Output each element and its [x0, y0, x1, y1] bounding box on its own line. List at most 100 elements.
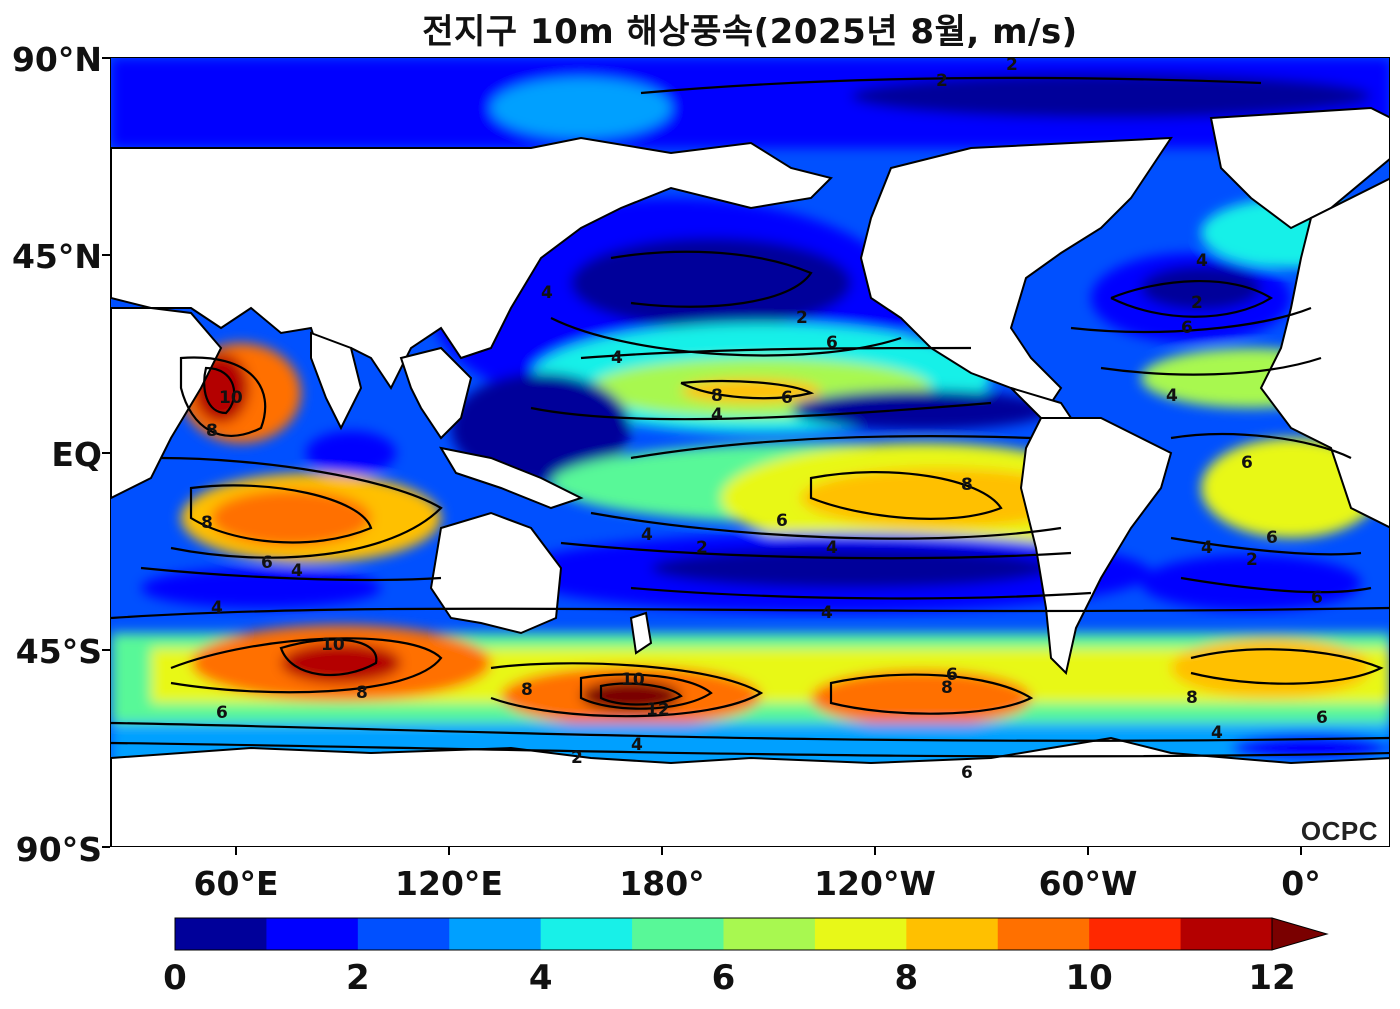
field-s-atl-max	[1171, 638, 1371, 698]
land-masses	[111, 106, 1389, 846]
contour-label: 6	[1316, 708, 1328, 728]
contour-label: 2	[571, 748, 583, 768]
contour-label: 8	[961, 475, 973, 495]
contour-label: 8	[1186, 688, 1198, 708]
contour-natl-4	[1070, 306, 1312, 334]
contour-arctic-2	[640, 76, 1262, 95]
contour-label: 6	[961, 763, 973, 783]
colorbar-segment	[906, 918, 999, 950]
contour-label: 8	[941, 678, 953, 698]
contour-so-4	[111, 721, 1389, 742]
colorbar-tick-label: 0	[163, 958, 187, 998]
x-tick-mark	[235, 847, 237, 855]
contour-label: 4	[1166, 386, 1178, 406]
contour-sepac-8	[809, 471, 1003, 520]
colorbar-segment	[1180, 918, 1273, 950]
contour-label: 4	[1201, 538, 1213, 558]
land-new-zealand	[629, 611, 653, 655]
contour-spac-10	[579, 673, 713, 710]
contour-lines	[111, 76, 1389, 758]
colorbar-segment	[540, 918, 633, 950]
field-indian-trades-max	[211, 490, 371, 546]
map-title: 전지구 10m 해상풍속(2025년 8월, m/s)	[422, 12, 1078, 52]
field-barents	[491, 78, 671, 138]
contour-label: 4	[541, 283, 553, 303]
land-north-america	[859, 136, 1173, 405]
contour-spac-2	[630, 586, 1092, 600]
contour-eq-6	[630, 435, 1032, 460]
contour-label: 2	[1191, 293, 1203, 313]
land-maritime-continent	[438, 446, 584, 510]
x-axis-label-60w: 60°W	[1038, 864, 1138, 903]
contour-tatl-6	[1170, 432, 1352, 459]
y-axis-label-45s: 45°S	[15, 632, 102, 671]
field-arctic-calm	[851, 74, 1371, 118]
contour-sepac-6	[590, 511, 1062, 540]
land-southeast-asia	[399, 346, 473, 440]
contour-label: 8	[201, 513, 213, 533]
contour-s-indian-10	[279, 638, 378, 677]
colorbar-outline	[174, 917, 1273, 951]
contour-label: 6	[781, 388, 793, 408]
land-arabia-africa-horn	[111, 307, 223, 500]
contour-label: 2	[696, 538, 708, 558]
contour-label: 4	[211, 598, 223, 618]
contour-natl-2	[1110, 280, 1274, 318]
contour-satl-4	[1170, 536, 1362, 556]
contour-label: 10	[621, 670, 645, 690]
contour-npac-6	[580, 346, 972, 360]
x-axis-label-0: 0°	[1281, 864, 1321, 903]
colorbar-segment	[997, 918, 1090, 950]
y-axis-label-90n: 90°N	[11, 40, 102, 79]
colorbar-tick-label: 8	[894, 958, 919, 998]
contour-so-6	[111, 606, 1389, 620]
colorbar-tick-label: 2	[345, 958, 370, 998]
contour-eq-4	[530, 401, 992, 421]
contour-label: 6	[1241, 453, 1253, 473]
field-natl-core	[1141, 266, 1261, 310]
x-tick-mark	[661, 847, 663, 855]
colorbar-segment	[266, 918, 359, 950]
contour-label: 6	[946, 665, 958, 685]
contour-satl-2	[1180, 576, 1372, 594]
land-south-america	[1019, 417, 1173, 675]
contour-label: 4	[631, 735, 643, 755]
contour-indian-6	[160, 456, 443, 559]
contour-sepac-8b	[829, 673, 1034, 715]
contour-label: 8	[711, 386, 723, 406]
map-panel: 2 2 2 4 4 6 8 4 6 8 6 4 2 4 4 8 10 8 6 4…	[110, 57, 1390, 847]
contour-npac-2	[610, 250, 813, 308]
contour-label: 2	[796, 308, 808, 328]
contour-spac-8	[490, 662, 764, 718]
contour-indian-4	[140, 566, 442, 582]
contour-label: 4	[711, 405, 723, 425]
wind-speed-map: 2 2 2 4 4 6 8 4 6 8 6 4 2 4 4 8 10 8 6 4…	[111, 58, 1389, 846]
contour-arabian-10	[203, 366, 236, 415]
colorbar-segment	[723, 918, 816, 950]
y-axis-label-eq: EQ	[51, 435, 102, 474]
land-europe-africa	[1259, 177, 1389, 529]
colorbar-segment	[357, 918, 450, 950]
contour-label: 4	[826, 538, 838, 558]
colorbar-graphic	[174, 917, 1329, 951]
colorbar-segment	[1089, 918, 1182, 950]
contour-spac-12	[599, 682, 683, 706]
field-satl-calm	[1141, 555, 1361, 611]
colorbar-segment	[632, 918, 724, 950]
contour-label: 8	[356, 683, 368, 703]
contour-label: 10	[219, 388, 243, 408]
contour-label: 4	[821, 603, 833, 623]
contour-npac-8	[680, 379, 815, 400]
y-axis-label-45n: 45°N	[11, 237, 102, 276]
field-wpac-calm	[451, 373, 631, 483]
x-tick-mark	[1300, 847, 1302, 855]
contour-label: 6	[216, 703, 228, 723]
contour-label: 6	[1266, 528, 1278, 548]
y-tick-mark	[102, 846, 110, 848]
contour-satl-8	[1190, 648, 1384, 685]
land-eurasia-asia	[111, 136, 833, 390]
colorbar-extend-arrow	[1271, 917, 1329, 951]
field-itcz-calm	[791, 390, 1051, 430]
field-npac-core	[571, 238, 851, 328]
contour-label: 8	[521, 680, 533, 700]
